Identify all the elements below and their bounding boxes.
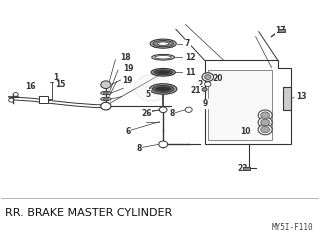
Ellipse shape — [150, 39, 176, 48]
Ellipse shape — [101, 91, 111, 95]
Text: 10: 10 — [240, 127, 251, 136]
Text: 11: 11 — [185, 68, 195, 77]
Text: 21: 21 — [191, 86, 201, 95]
Circle shape — [101, 81, 111, 89]
Ellipse shape — [152, 85, 174, 93]
Circle shape — [258, 110, 272, 120]
Text: 26: 26 — [141, 109, 152, 118]
Text: MY5I-F110: MY5I-F110 — [271, 223, 313, 232]
Circle shape — [202, 73, 213, 81]
Ellipse shape — [101, 97, 111, 101]
Circle shape — [261, 126, 270, 133]
FancyBboxPatch shape — [244, 167, 250, 170]
Polygon shape — [204, 60, 291, 144]
FancyBboxPatch shape — [39, 96, 48, 103]
Text: 6: 6 — [125, 127, 131, 136]
Circle shape — [202, 88, 207, 91]
Circle shape — [9, 98, 14, 102]
Text: 8: 8 — [170, 109, 175, 118]
Circle shape — [134, 75, 170, 101]
Circle shape — [159, 107, 167, 113]
Circle shape — [204, 75, 211, 79]
Ellipse shape — [156, 87, 171, 91]
Ellipse shape — [103, 92, 109, 94]
Ellipse shape — [157, 71, 170, 74]
Circle shape — [185, 107, 192, 112]
Text: 1: 1 — [53, 73, 59, 82]
Text: 18: 18 — [120, 54, 131, 62]
Text: 12: 12 — [185, 53, 195, 62]
Text: 19: 19 — [123, 64, 134, 73]
FancyBboxPatch shape — [278, 29, 285, 32]
Circle shape — [101, 102, 111, 110]
Text: 17: 17 — [275, 26, 286, 36]
Ellipse shape — [152, 54, 175, 60]
FancyBboxPatch shape — [208, 70, 271, 140]
Text: RR. BRAKE MASTER CYLINDER: RR. BRAKE MASTER CYLINDER — [5, 208, 173, 218]
Ellipse shape — [154, 70, 172, 75]
FancyBboxPatch shape — [283, 87, 291, 110]
Text: 23: 23 — [237, 164, 248, 173]
Text: 7: 7 — [185, 39, 190, 48]
Text: 20: 20 — [212, 74, 223, 84]
Text: 9: 9 — [203, 99, 208, 108]
Ellipse shape — [103, 98, 109, 100]
Ellipse shape — [151, 68, 175, 76]
Circle shape — [13, 93, 18, 96]
Circle shape — [159, 141, 168, 148]
Ellipse shape — [153, 41, 173, 47]
Text: 2: 2 — [197, 80, 203, 89]
Ellipse shape — [158, 42, 169, 45]
Circle shape — [258, 117, 272, 128]
Text: 16: 16 — [26, 82, 36, 91]
Circle shape — [258, 124, 272, 135]
Circle shape — [204, 82, 211, 87]
Circle shape — [261, 119, 270, 126]
Circle shape — [261, 112, 270, 119]
Text: 15: 15 — [55, 80, 65, 89]
Ellipse shape — [149, 84, 177, 94]
Text: 5: 5 — [146, 90, 151, 99]
Text: 8: 8 — [136, 144, 141, 153]
Text: 19: 19 — [122, 76, 132, 85]
Text: 13: 13 — [296, 92, 307, 101]
Ellipse shape — [155, 56, 172, 59]
